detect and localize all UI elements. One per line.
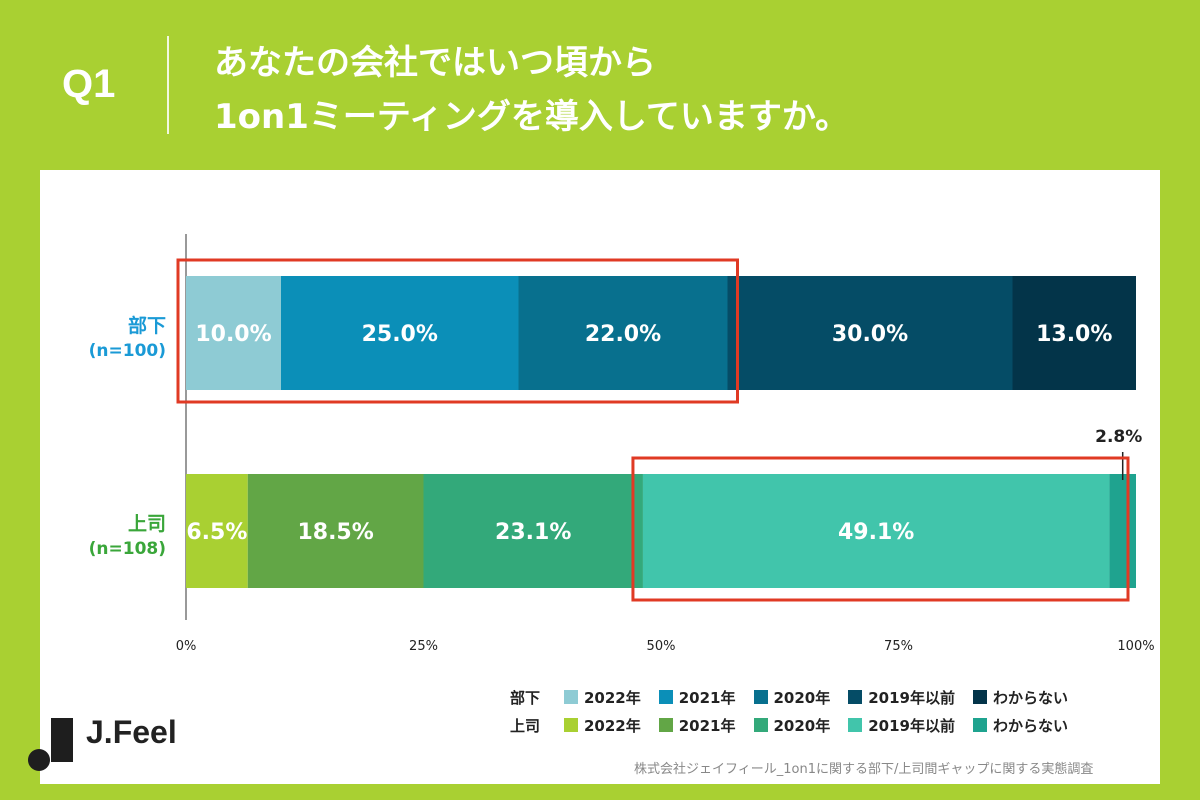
x-tick-label: 25%: [409, 639, 438, 654]
jfeel-logo-icon: [28, 718, 73, 771]
legend-item: 2019年以前: [848, 687, 955, 708]
legend-swatch: [564, 718, 578, 732]
legend-item: 2022年: [564, 687, 641, 708]
question-title-line-1: あなたの会社ではいつ頃から: [214, 43, 656, 83]
bar-segment: [281, 276, 519, 390]
legend-swatch: [564, 690, 578, 704]
legend-swatch: [753, 690, 768, 704]
question-title-line-2: 1on1ミーティングを導入していますか。: [214, 97, 850, 137]
legend-item: わからない: [973, 687, 1068, 708]
data-label: 25.0%: [362, 322, 438, 347]
data-label: 2.8%: [1095, 427, 1142, 447]
legend-label: 2021年: [678, 688, 736, 707]
question-title: あなたの会社ではいつ頃から 1on1ミーティングを導入していますか。: [214, 36, 1174, 144]
legend-label: 2021年: [678, 716, 736, 735]
legend-label: 2022年: [584, 688, 641, 707]
row-label: 部下: [128, 314, 166, 337]
row-label: 上司: [128, 513, 166, 535]
question-number: Q1: [62, 62, 116, 106]
legend-label: わからない: [993, 688, 1069, 707]
legend-row: 上司 2022年 2021年 2020年 2019年以前 わからない: [510, 711, 1068, 739]
legend-swatch: [658, 718, 673, 732]
data-label: 13.0%: [1036, 322, 1112, 347]
brand-name: J.Feel: [86, 714, 177, 750]
legend-label: 2020年: [773, 716, 831, 735]
legend-label: 2022年: [584, 716, 641, 735]
legend-label: わからない: [993, 716, 1069, 735]
legend-swatch: [848, 690, 863, 704]
legend-group-label: 上司: [510, 716, 541, 735]
bar-segment: [247, 474, 424, 588]
highlight-box: [176, 258, 739, 404]
data-label: 10.0%: [195, 322, 271, 347]
legend-swatch: [753, 718, 768, 732]
x-tick-label: 50%: [647, 639, 676, 654]
legend-item: 2021年: [658, 687, 736, 708]
legend-swatch: [848, 718, 863, 732]
x-tick-label: 100%: [1117, 639, 1154, 654]
legend: 部下 2022年 2021年 2020年 2019年以前 わからない 上司 2022年 2021…: [510, 683, 1068, 739]
legend-swatch: [658, 690, 673, 704]
legend-label: 2019年以前: [868, 716, 955, 735]
legend-item: 2021年: [658, 715, 736, 736]
legend-label: 2020年: [773, 688, 831, 707]
bar-segment: [186, 276, 281, 390]
x-tick-label: 75%: [884, 639, 913, 654]
bar-segment: [518, 276, 728, 390]
legend-row: 部下 2022年 2021年 2020年 2019年以前 わからない: [510, 683, 1068, 711]
bar-segment: [186, 474, 248, 588]
legend-item: 2019年以前: [848, 715, 955, 736]
legend-label: 2019年以前: [868, 688, 955, 707]
row-n-label: (n=100): [89, 341, 166, 361]
data-label: 49.1%: [838, 520, 914, 545]
data-label: 18.5%: [297, 520, 373, 545]
chart-panel: 0% 25% 50% 75% 100% 部下 (n=100) 10.0% 25.0% 22.0% 3…: [40, 170, 1160, 784]
bar-segment: [1109, 474, 1136, 588]
source-note: 株式会社ジェイフィール_1on1に関する部下/上司間ギャップに関する実態調査: [634, 762, 1094, 777]
data-label: 23.1%: [495, 520, 571, 545]
bar-segment: [727, 276, 1013, 390]
header-divider: [167, 36, 169, 134]
legend-swatch: [973, 690, 987, 704]
legend-group-label: 部下: [510, 688, 541, 707]
stacked-bar-chart: 0% 25% 50% 75% 100% 部下 (n=100) 10.0% 25.0% 22.0% 3…: [89, 234, 1155, 654]
data-label: 30.0%: [832, 322, 908, 347]
legend-item: 2022年: [564, 715, 641, 736]
highlight-box: [631, 456, 1130, 602]
brand-logo: J.Feel: [28, 714, 177, 780]
x-tick-label: 0%: [176, 639, 197, 654]
legend-swatch: [973, 718, 987, 732]
header: Q1 あなたの会社ではいつ頃から 1on1ミーティングを導入していますか。: [0, 0, 1200, 170]
bar-segment: [642, 474, 1110, 588]
legend-item: 2020年: [753, 687, 831, 708]
data-label: 22.0%: [585, 322, 661, 347]
bar-segment: [423, 474, 643, 588]
row-n-label: (n=108): [89, 539, 166, 559]
legend-item: わからない: [973, 715, 1068, 736]
legend-item: 2020年: [753, 715, 831, 736]
bar-segment: [1012, 276, 1136, 390]
data-label: 6.5%: [186, 520, 247, 545]
